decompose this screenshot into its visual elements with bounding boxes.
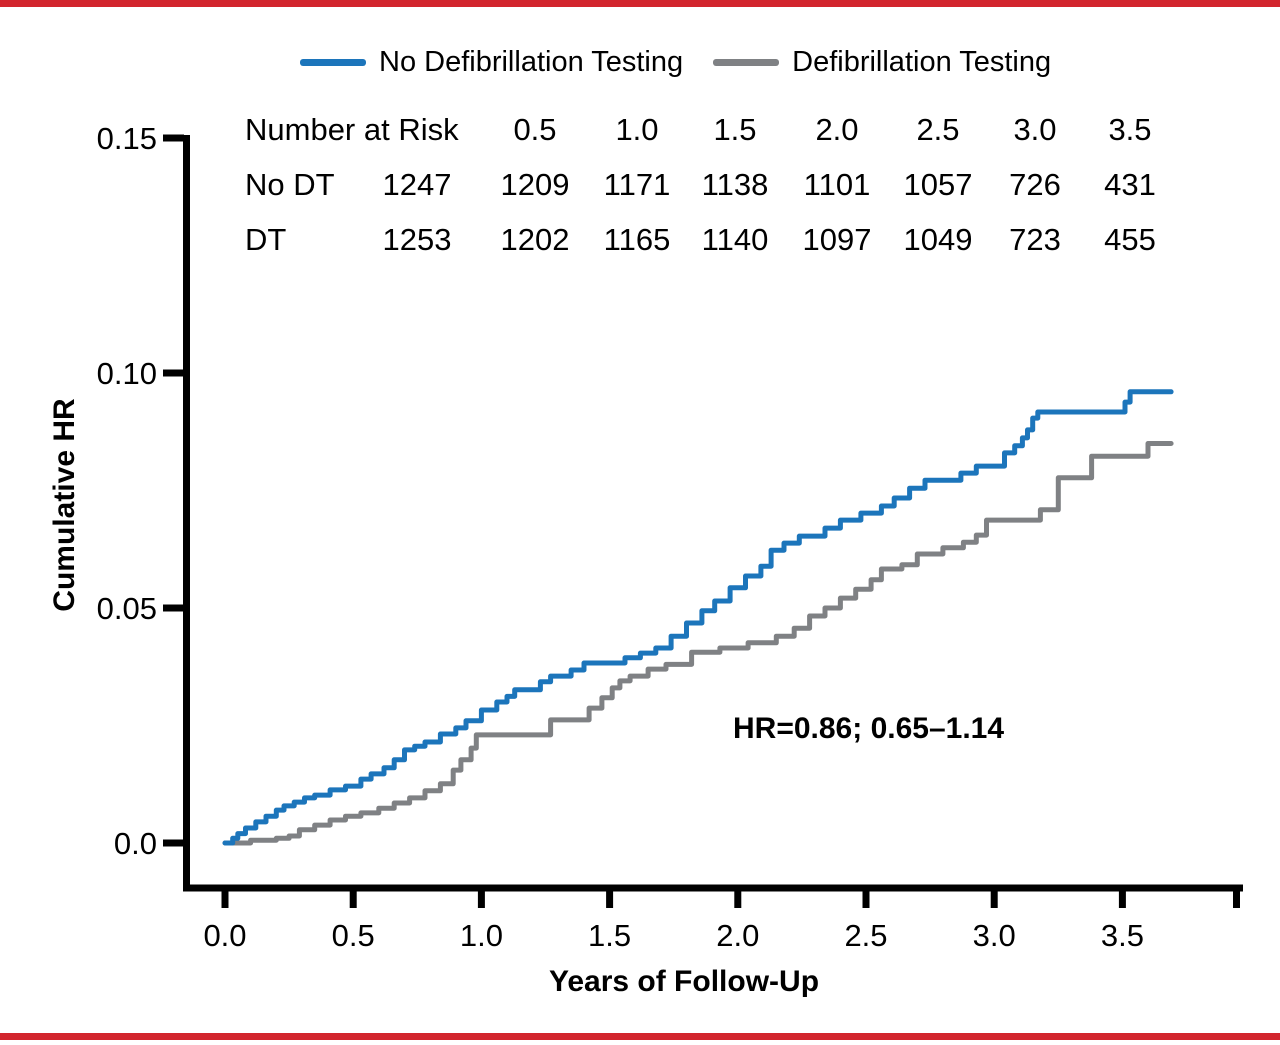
- risk-row-label: DT: [245, 222, 287, 257]
- series-line-no-dt: [222, 389, 1174, 846]
- y-tick-label: 0.15: [97, 121, 157, 156]
- series-line-dt: [222, 441, 1174, 846]
- x-tick-label: 1.5: [588, 918, 631, 953]
- risk-value: 1171: [603, 167, 671, 202]
- risk-value: 431: [1104, 167, 1156, 202]
- risk-value: 726: [1009, 167, 1061, 202]
- risk-row-label: No DT: [245, 167, 335, 202]
- risk-value: 1202: [500, 222, 570, 257]
- number-at-risk-table: Number at Risk 0.5 1.0 1.5 2.0 2.5 3.0 3.5 No DT…: [0, 0, 1280, 280]
- risk-value: 455: [1104, 222, 1156, 257]
- legend-label-dt: Defibrillation Testing: [792, 46, 1052, 78]
- y-axis-title: Cumulative HR: [48, 398, 81, 612]
- no-dt-line-swatch: [300, 59, 366, 66]
- risk-value: 1101: [803, 167, 871, 202]
- risk-table-time-header: 2.5: [916, 112, 960, 147]
- risk-table-time-header: 3.0: [1013, 112, 1057, 147]
- risk-value: 1253: [382, 222, 452, 257]
- bottom-red-rule: [0, 1033, 1280, 1040]
- x-tick-label: 3.5: [1101, 918, 1144, 953]
- top-red-rule: [0, 0, 1280, 7]
- dt-line-swatch: [713, 59, 780, 66]
- risk-value: 1209: [500, 167, 570, 202]
- legend: No Defibrillation Testing Defibrillation…: [300, 46, 1051, 79]
- risk-value: 1140: [701, 222, 769, 257]
- risk-table-time-header: 0.5: [513, 112, 557, 147]
- risk-value: 1057: [903, 167, 973, 202]
- y-tick-label: 0.05: [97, 591, 157, 626]
- legend-item-no-dt: No Defibrillation Testing: [300, 46, 683, 79]
- legend-label-no-dt: No Defibrillation Testing: [379, 46, 684, 78]
- risk-value: 1247: [382, 167, 452, 202]
- risk-table-time-header: 2.0: [815, 112, 859, 147]
- x-tick-label: 0.5: [332, 918, 375, 953]
- risk-value: 1049: [903, 222, 973, 257]
- risk-value: 1165: [603, 222, 671, 257]
- x-tick-label: 3.0: [973, 918, 1016, 953]
- legend-item-dt: Defibrillation Testing: [713, 46, 1051, 79]
- x-tick-label: 0.0: [203, 918, 246, 953]
- x-axis-title: Years of Follow-Up: [548, 965, 820, 998]
- risk-table-time-header: 1.0: [615, 112, 659, 147]
- y-tick-label: 0.0: [114, 826, 157, 861]
- risk-table-header-label: Number at Risk: [245, 112, 459, 147]
- x-tick-label: 2.5: [844, 918, 887, 953]
- risk-value: 1097: [802, 222, 872, 257]
- risk-table-time-header: 1.5: [713, 112, 757, 147]
- x-tick-label: 2.0: [716, 918, 759, 953]
- x-tick-label: 1.0: [460, 918, 503, 953]
- risk-value: 1138: [701, 167, 769, 202]
- hazard-ratio-annotation: HR=0.86; 0.65–1.14: [733, 712, 1005, 745]
- risk-value: 723: [1009, 222, 1061, 257]
- y-tick-label: 0.10: [97, 356, 157, 391]
- risk-table-time-header: 3.5: [1108, 112, 1152, 147]
